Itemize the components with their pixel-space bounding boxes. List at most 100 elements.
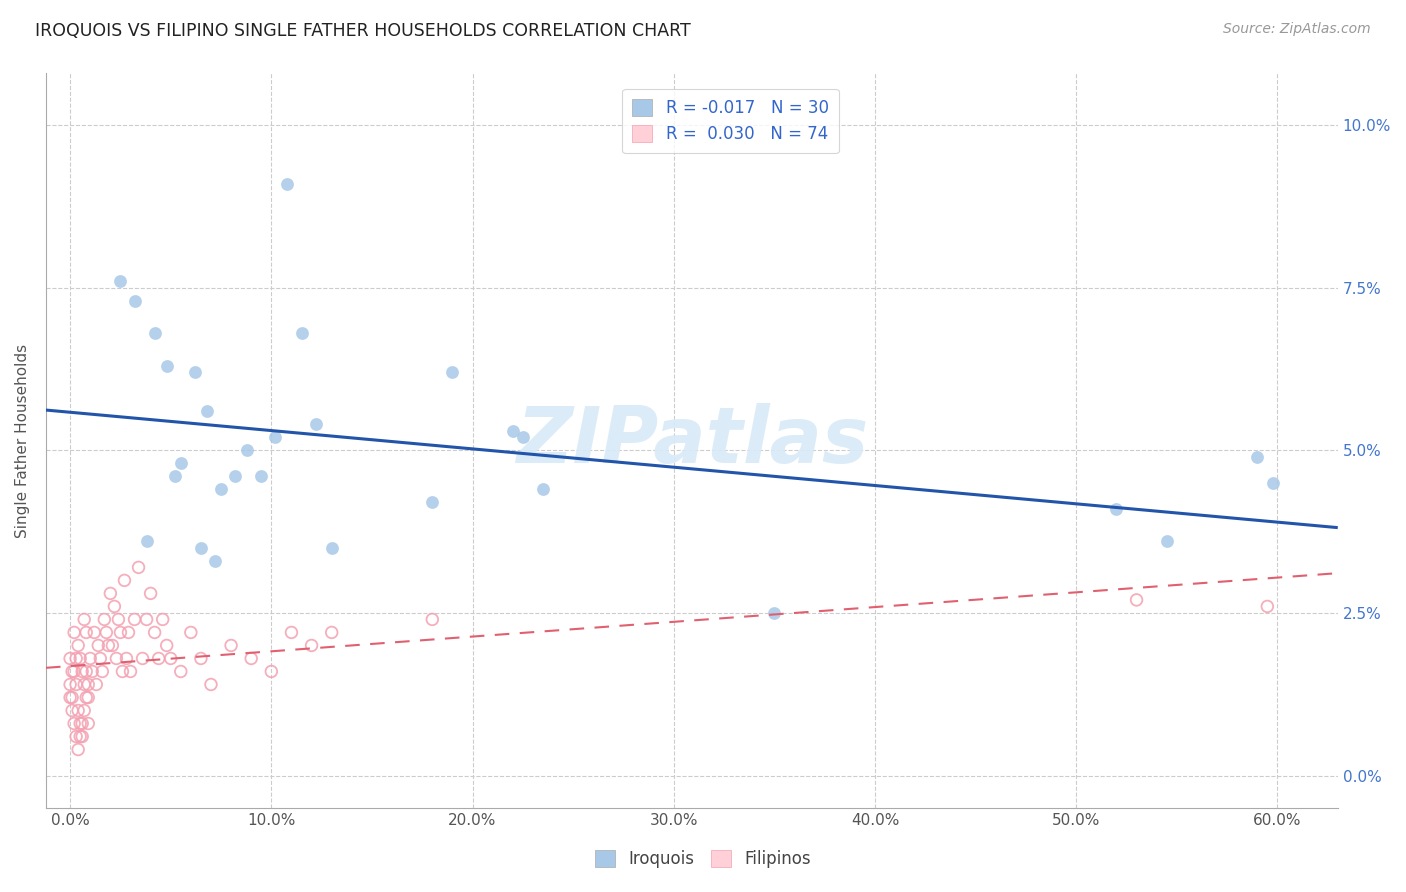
Point [135,534,157,549]
Point [110,625,132,640]
Point [420,495,443,509]
Point [301,639,323,653]
Point [280,625,302,640]
Point [180,625,202,640]
Point [96,625,118,640]
Legend: Iroquois, Filipinos: Iroquois, Filipinos [588,843,818,875]
Point [159,651,181,665]
Point [115,651,138,665]
Point [190,541,212,555]
Point [219,639,242,653]
Point [103,599,125,614]
Point [1246,450,1268,464]
Point [148,651,170,665]
Point [531,483,554,497]
Point [98,586,121,600]
Point [59,690,82,705]
Point [59,677,82,691]
Point [184,365,207,379]
Point [75,665,97,679]
Point [152,612,174,626]
Point [420,612,443,626]
Point [250,469,273,483]
Point [1156,534,1178,549]
Point [512,430,534,444]
Point [63,625,86,640]
Point [135,612,157,626]
Point [69,716,91,731]
Point [60,690,83,705]
Point [1256,599,1278,614]
Point [276,177,298,191]
Text: ZIPatlas: ZIPatlas [516,402,868,478]
Point [1263,475,1285,490]
Point [139,586,162,600]
Point [763,606,786,620]
Point [83,625,105,640]
Point [93,612,115,626]
Point [1125,593,1147,607]
Point [107,612,129,626]
Y-axis label: Single Father Households: Single Father Households [15,343,30,538]
Point [70,730,93,744]
Point [77,677,100,691]
Point [70,665,93,679]
Point [69,651,91,665]
Point [117,625,139,640]
Point [502,424,524,438]
Point [236,443,259,458]
Point [97,639,120,653]
Point [224,469,246,483]
Point [321,541,343,555]
Point [143,326,166,341]
Point [75,690,97,705]
Point [75,625,97,640]
Point [77,716,100,731]
Point [91,665,114,679]
Point [260,665,283,679]
Point [105,651,128,665]
Point [321,625,343,640]
Point [82,665,104,679]
Point [110,274,132,288]
Point [128,560,150,574]
Point [264,430,287,444]
Point [163,469,186,483]
Point [73,704,96,718]
Point [67,639,90,653]
Point [65,730,87,744]
Point [69,730,91,744]
Point [131,651,153,665]
Point [304,417,326,432]
Point [124,293,146,308]
Point [59,651,82,665]
Point [101,639,124,653]
Point [209,483,232,497]
Point [120,665,142,679]
Text: IROQUOIS VS FILIPINO SINGLE FATHER HOUSEHOLDS CORRELATION CHART: IROQUOIS VS FILIPINO SINGLE FATHER HOUSE… [35,22,690,40]
Point [156,639,179,653]
Point [65,677,87,691]
Point [89,651,111,665]
Point [60,665,83,679]
Point [63,665,86,679]
Point [200,677,222,691]
Point [114,574,136,588]
Point [204,554,226,568]
Point [65,651,87,665]
Point [170,456,193,470]
Point [79,651,101,665]
Point [73,612,96,626]
Point [70,716,93,731]
Point [156,359,179,373]
Point [190,651,212,665]
Point [240,651,263,665]
Point [143,625,166,640]
Legend: R = -0.017   N = 30, R =  0.030   N = 74: R = -0.017 N = 30, R = 0.030 N = 74 [623,88,838,153]
Point [73,677,96,691]
Text: Source: ZipAtlas.com: Source: ZipAtlas.com [1223,22,1371,37]
Point [84,677,107,691]
Point [441,365,464,379]
Point [60,704,83,718]
Point [67,704,90,718]
